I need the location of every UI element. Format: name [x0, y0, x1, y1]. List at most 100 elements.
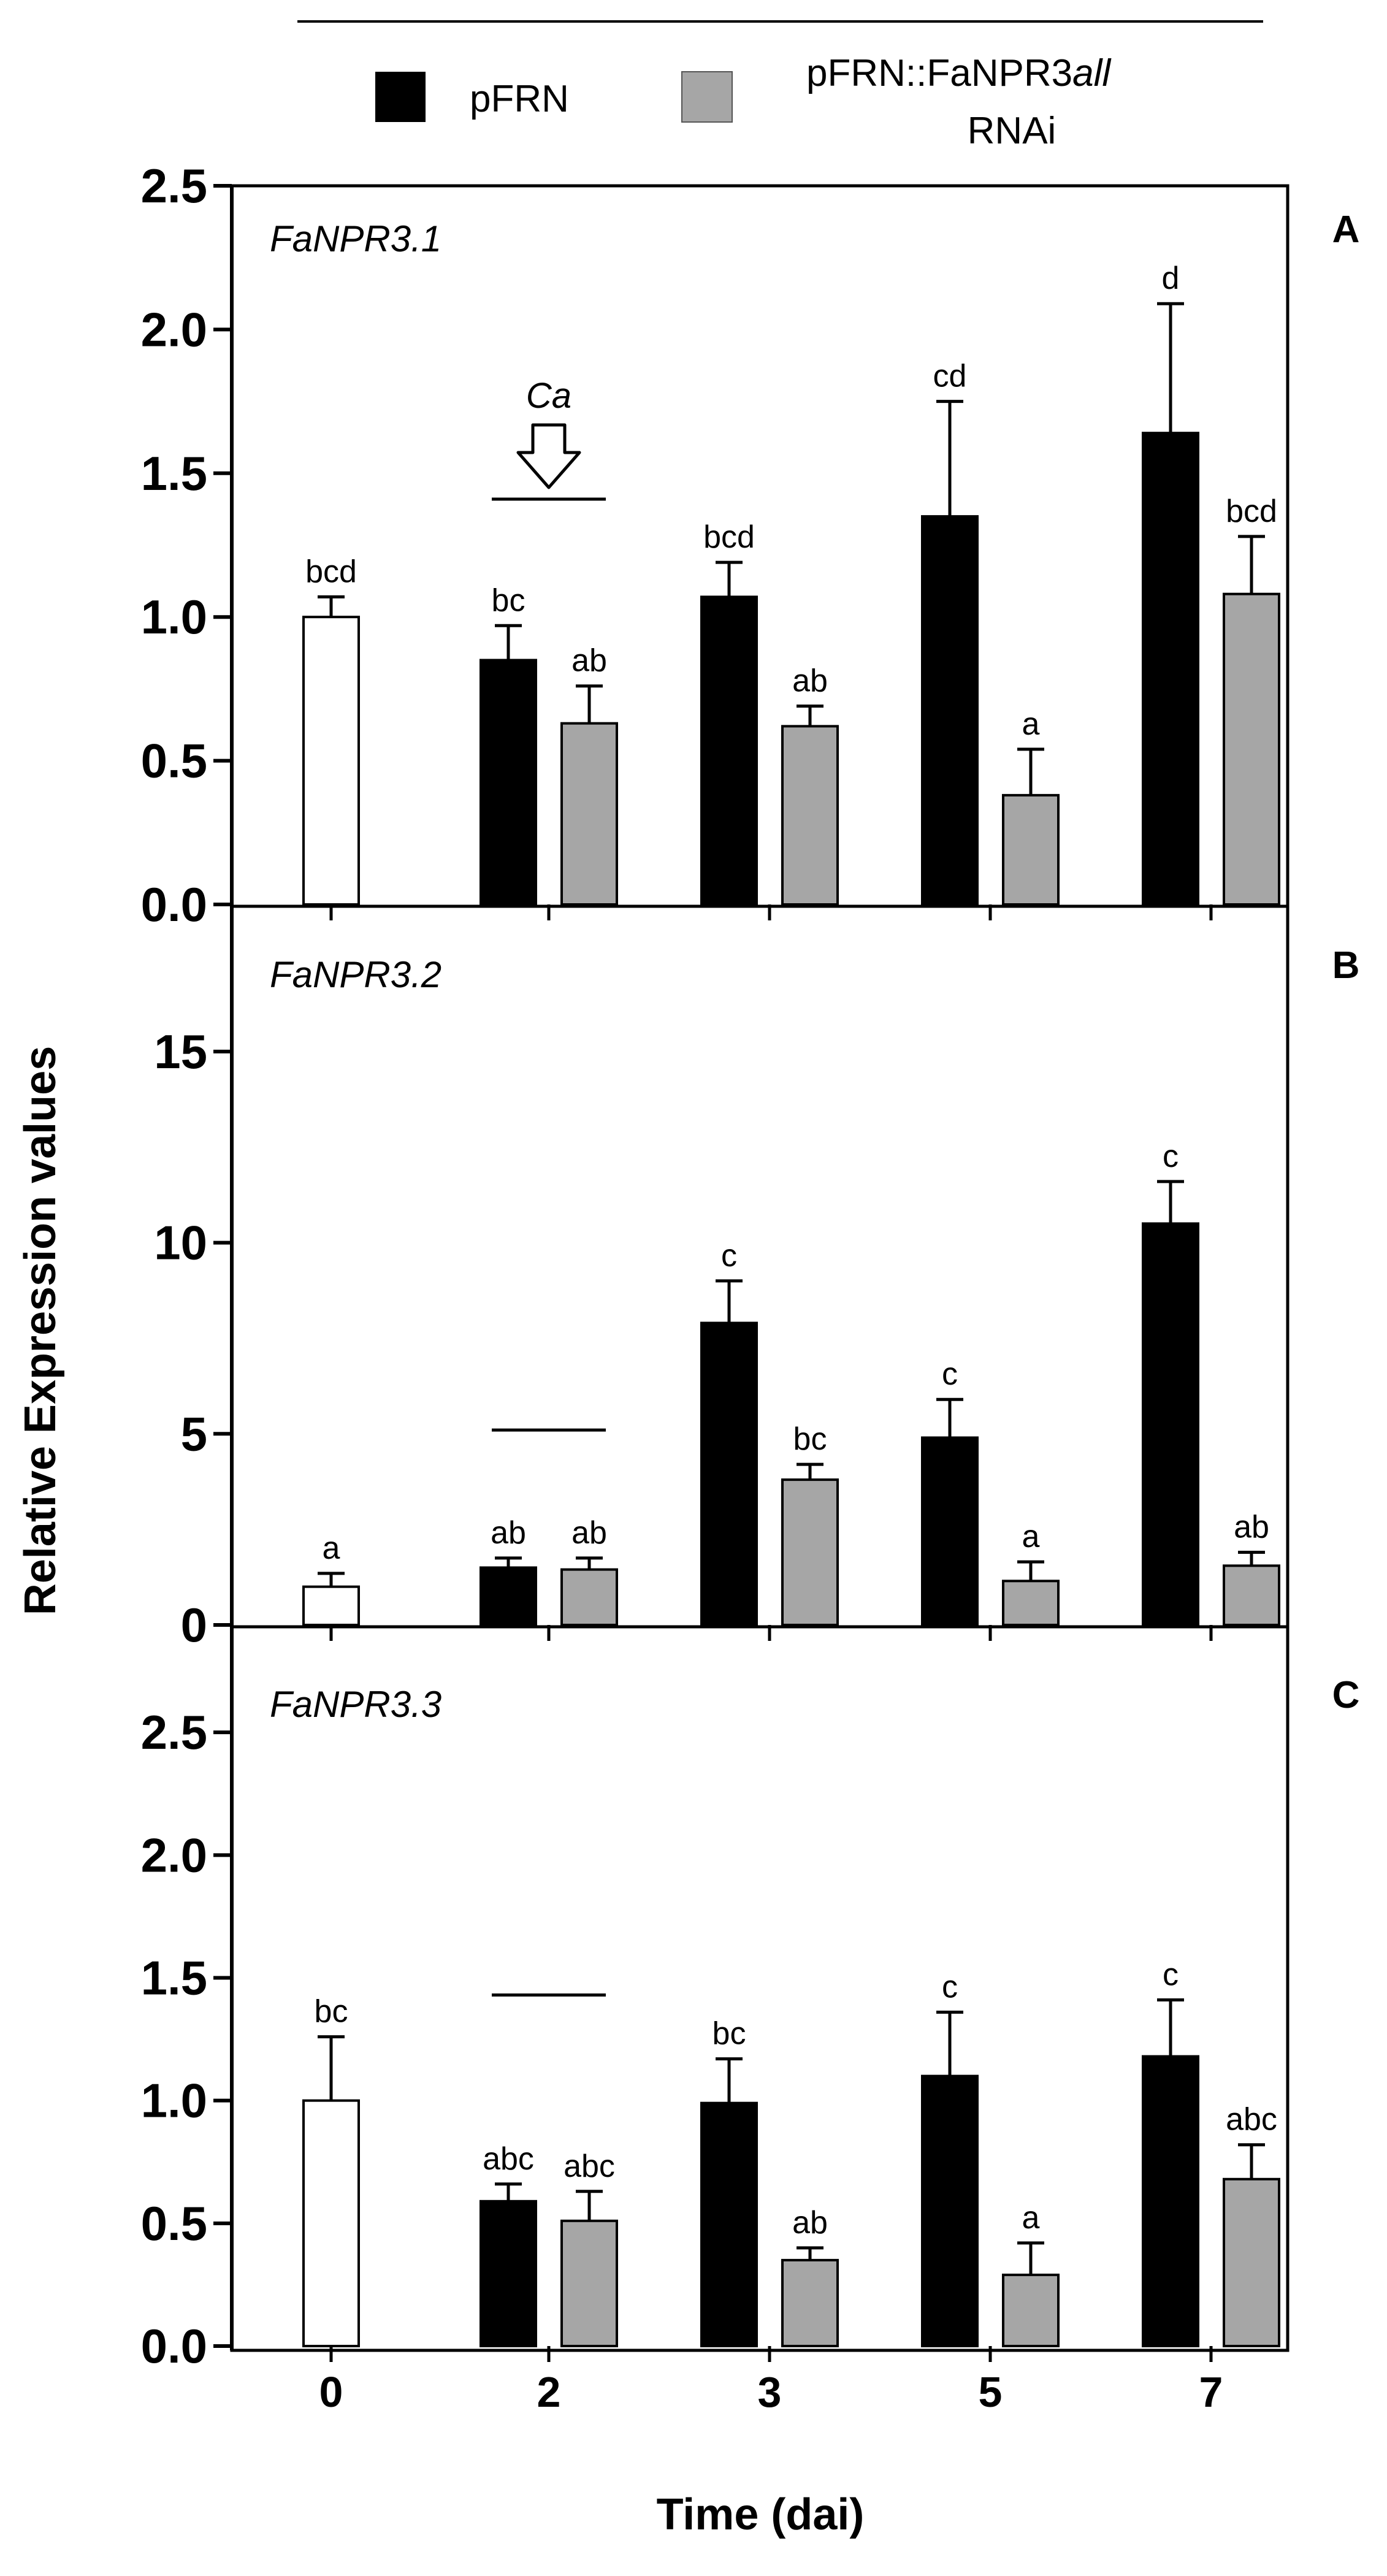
panel-letter-a: A — [1332, 208, 1360, 251]
y-tick-label: 2.5 — [141, 1705, 207, 1759]
y-tick-label: 15 — [154, 1025, 207, 1079]
bar-pfrn-sig-label: c — [1163, 1957, 1179, 1993]
bar-pfrn-sig-label: ab — [491, 1515, 526, 1551]
panel-layer: 0.00.51.01.52.02.5AFaNPR3.1bcdbcabbcdabc… — [141, 159, 1360, 2373]
bar-pfrn — [480, 659, 537, 906]
bar-rnai-sig-label: ab — [792, 663, 828, 699]
x-tick-label: 2 — [537, 2368, 561, 2416]
bar-pfrn-sig-label: c — [1163, 1139, 1179, 1174]
y-tick-label: 0.0 — [141, 2319, 207, 2373]
bar-pfrn-sig-label: bc — [713, 2016, 746, 2052]
bar-rnai — [781, 725, 839, 906]
bar-rnai-sig-label: bcd — [1226, 494, 1277, 529]
bar-rnai-sig-label: a — [1022, 1519, 1040, 1554]
panel-frame-b — [230, 904, 1290, 1629]
x-tick-label: 7 — [1199, 2368, 1223, 2416]
bar-rnai — [1002, 793, 1060, 906]
y-tick-label: 1.5 — [141, 446, 207, 500]
bar-pfrn — [1142, 2055, 1199, 2347]
panel-letter-b: B — [1332, 944, 1360, 987]
x-tick-label: 3 — [758, 2368, 782, 2416]
gene-name: FaNPR3.1 — [270, 218, 441, 259]
bar-rnai-sig-label: abc — [564, 2149, 615, 2184]
bar-pfrn — [700, 2101, 758, 2347]
bar-rnai-sig-label: abc — [1226, 2102, 1277, 2138]
bar-rnai — [560, 2219, 618, 2347]
legend-swatch-rnai — [681, 71, 733, 123]
legend-label-rnai-main: pFRN::FaNPR3 — [806, 52, 1072, 94]
y-tick-label: 0 — [181, 1598, 207, 1652]
bar-pfrn — [921, 1436, 979, 1627]
y-tick-label: 1.5 — [141, 1951, 207, 2005]
panel-b: 0 5 10 15 B FaNPR3.2 a ab ab c bc c a c ab — [154, 944, 1359, 1652]
bar-pfrn-sig-label: c — [942, 1356, 958, 1392]
gene-name: FaNPR3.3 — [270, 1684, 441, 1725]
bar-rnai — [781, 2258, 839, 2348]
bar-pfrn — [700, 1321, 758, 1627]
bar-pfrn-sig-label: bc — [492, 583, 525, 618]
gene-name: FaNPR3.2 — [270, 954, 441, 995]
y-tick-label: 5 — [181, 1407, 207, 1461]
bar-pfrn — [700, 595, 758, 906]
y-tick-label: 0.5 — [141, 2196, 207, 2250]
bar-rnai — [1002, 2273, 1060, 2348]
panel-frame-c — [230, 1625, 1290, 2352]
bar-pfrn-sig-label: d — [1162, 261, 1180, 296]
bar-control-sig-label: bc — [315, 1994, 348, 2030]
bar-pfrn-sig-label: abc — [483, 2141, 534, 2177]
bar-rnai-sig-label: ab — [571, 1515, 607, 1551]
bar-control-sig-label: bcd — [305, 554, 357, 589]
bar-rnai — [1002, 1580, 1060, 1627]
bar-rnai-sig-label: a — [1022, 2200, 1040, 2236]
panel-a: 0.00.51.01.52.02.5AFaNPR3.1bcdbcabbcdabc… — [141, 159, 1360, 931]
bar-pfrn — [921, 515, 979, 906]
bar-rnai-sig-label: a — [1022, 706, 1040, 742]
bar-pfrn — [1142, 1222, 1199, 1626]
bar-pfrn-sig-label: cd — [933, 359, 967, 394]
bar-rnai — [781, 1478, 839, 1627]
bar-rnai-sig-label: ab — [1234, 1510, 1269, 1545]
legend-label-rnai-line1: pFRN::FaNPR3all — [806, 52, 1112, 94]
bar-rnai — [1223, 2177, 1280, 2347]
ca-down-arrow-icon — [516, 423, 581, 489]
bar-control — [302, 616, 360, 906]
y-tick-label: 0.0 — [141, 877, 207, 931]
bar-pfrn-sig-label: bcd — [703, 519, 755, 555]
bar-pfrn-sig-label: c — [942, 1970, 958, 2005]
legend-label-rnai-italic: all — [1072, 52, 1112, 94]
bar-pfrn-sig-label: c — [721, 1238, 737, 1274]
x-ticks: 0 2 3 5 7 — [319, 2368, 1223, 2416]
y-tick-label: 2.5 — [141, 159, 207, 213]
panel-frame-a — [230, 184, 1290, 908]
bar-rnai-sig-label: ab — [571, 643, 607, 679]
bar-rnai — [1223, 1564, 1280, 1626]
bar-rnai — [560, 722, 618, 906]
y-tick-label: 10 — [154, 1216, 207, 1270]
legend-label-rnai-line2: RNAi — [968, 110, 1056, 152]
bar-rnai-sig-label: bc — [793, 1421, 827, 1457]
y-tick-label: 2.0 — [141, 302, 207, 356]
legend: pFRN pFRN::FaNPR3all RNAi — [375, 52, 1112, 152]
bar-pfrn — [921, 2074, 979, 2347]
x-tick-label: 5 — [979, 2368, 1003, 2416]
bar-rnai — [560, 1568, 618, 1627]
x-axis-title: Time (dai) — [657, 2490, 865, 2539]
bar-rnai-sig-label: ab — [792, 2205, 828, 2241]
legend-swatch-pfrn — [375, 72, 426, 122]
y-axis-title: Relative Expression values — [16, 1046, 65, 1615]
bar-pfrn — [480, 1566, 537, 1626]
bar-control — [302, 2099, 360, 2347]
bar-pfrn — [1142, 432, 1199, 906]
bar-rnai — [1223, 592, 1280, 906]
y-tick-label: 1.0 — [141, 2074, 207, 2128]
bar-control-sig-label: a — [323, 1531, 340, 1566]
y-tick-label: 0.5 — [141, 734, 207, 788]
bar-pfrn — [480, 2200, 537, 2347]
ca-annotation-label: Ca — [526, 376, 571, 416]
legend-label-pfrn: pFRN — [470, 78, 569, 120]
bar-control — [302, 1585, 360, 1627]
panel-letter-c: C — [1332, 1674, 1360, 1716]
x-tick-label: 0 — [319, 2368, 343, 2416]
